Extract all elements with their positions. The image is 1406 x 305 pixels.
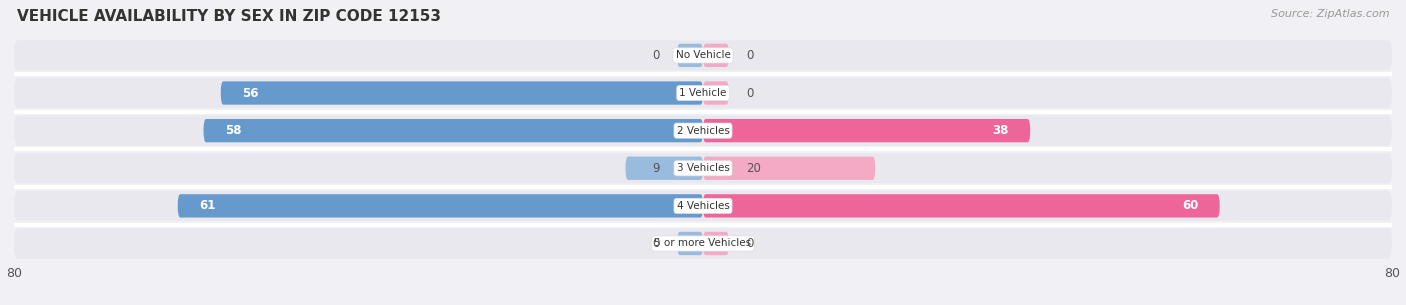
Text: 3 Vehicles: 3 Vehicles: [676, 163, 730, 173]
FancyBboxPatch shape: [703, 194, 1219, 217]
Text: 0: 0: [652, 49, 659, 62]
FancyBboxPatch shape: [703, 156, 875, 180]
Text: 61: 61: [200, 199, 215, 212]
Text: 2 Vehicles: 2 Vehicles: [676, 126, 730, 136]
FancyBboxPatch shape: [14, 191, 1392, 221]
Text: Source: ZipAtlas.com: Source: ZipAtlas.com: [1271, 9, 1389, 19]
FancyBboxPatch shape: [204, 119, 703, 142]
FancyBboxPatch shape: [703, 119, 1031, 142]
FancyBboxPatch shape: [177, 194, 703, 217]
Text: 38: 38: [993, 124, 1008, 137]
Text: 1 Vehicle: 1 Vehicle: [679, 88, 727, 98]
FancyBboxPatch shape: [703, 81, 728, 105]
Text: 0: 0: [747, 87, 754, 99]
FancyBboxPatch shape: [14, 116, 1392, 146]
FancyBboxPatch shape: [703, 44, 728, 67]
Text: 0: 0: [747, 49, 754, 62]
Text: VEHICLE AVAILABILITY BY SEX IN ZIP CODE 12153: VEHICLE AVAILABILITY BY SEX IN ZIP CODE …: [17, 9, 441, 24]
FancyBboxPatch shape: [626, 156, 703, 180]
FancyBboxPatch shape: [14, 78, 1392, 108]
FancyBboxPatch shape: [14, 153, 1392, 183]
Text: 0: 0: [747, 237, 754, 250]
FancyBboxPatch shape: [221, 81, 703, 105]
FancyBboxPatch shape: [14, 228, 1392, 259]
Text: 56: 56: [242, 87, 259, 99]
Text: 5 or more Vehicles: 5 or more Vehicles: [654, 239, 752, 249]
Text: 60: 60: [1182, 199, 1198, 212]
Text: 20: 20: [747, 162, 761, 175]
Text: 0: 0: [652, 237, 659, 250]
FancyBboxPatch shape: [678, 44, 703, 67]
FancyBboxPatch shape: [14, 40, 1392, 70]
Text: 58: 58: [225, 124, 242, 137]
FancyBboxPatch shape: [678, 232, 703, 255]
Text: 4 Vehicles: 4 Vehicles: [676, 201, 730, 211]
FancyBboxPatch shape: [703, 232, 728, 255]
Text: 9: 9: [652, 162, 659, 175]
Text: No Vehicle: No Vehicle: [675, 50, 731, 60]
